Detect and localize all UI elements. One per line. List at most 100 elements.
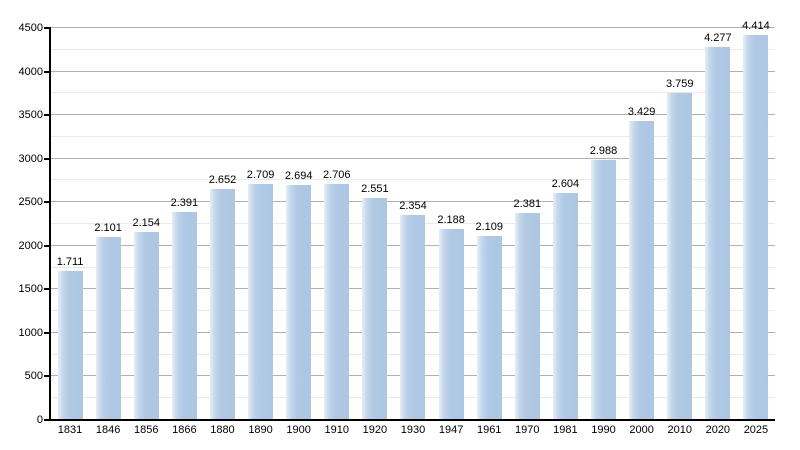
- y-axis-tick: [44, 27, 50, 29]
- bar-value-label: 2.354: [399, 200, 427, 212]
- bar-value-label: 2.652: [208, 174, 237, 186]
- x-axis-tick-label: 1947: [438, 424, 464, 436]
- bar-slot: 2.551: [356, 28, 394, 420]
- bar-slot: 1.711: [51, 28, 89, 420]
- x-axis-tick-label: 1890: [248, 424, 273, 436]
- bar: [438, 229, 464, 420]
- y-axis-tick-label: 4000: [18, 65, 43, 78]
- bar-slot: 3.429: [623, 28, 661, 420]
- y-axis-tick-label: 500: [24, 370, 43, 383]
- major-gridline: [51, 70, 775, 72]
- y-axis-tick-label: 1500: [18, 283, 43, 296]
- y-axis-tick-label: 0: [36, 414, 43, 426]
- y-axis-tick: [44, 375, 50, 378]
- bar: [362, 198, 388, 420]
- bar: [324, 184, 350, 420]
- x-axis-tick-label: 1970: [515, 424, 540, 436]
- y-axis-tick-label: 3500: [18, 109, 43, 122]
- x-axis-tick-label: 2025: [743, 424, 769, 436]
- bar-slot: 2.109: [470, 28, 508, 420]
- bar-value-label: 2.381: [513, 198, 542, 210]
- bar-value-label: 1.711: [56, 256, 84, 268]
- x-axis-tick-label: 1846: [95, 424, 121, 436]
- bar-slot: 2.354: [394, 28, 432, 420]
- y-axis-line: [49, 27, 51, 420]
- bar: [95, 237, 121, 420]
- x-axis-tick-label: 1910: [324, 424, 350, 436]
- bar-slot: 3.759: [661, 28, 699, 420]
- bar: [57, 271, 83, 420]
- bar-slot: 2.381: [508, 28, 546, 420]
- bar-value-label: 4.277: [704, 32, 732, 44]
- bar-slot: 2.652: [203, 28, 241, 420]
- y-axis-tick-label: 4500: [18, 22, 43, 34]
- bar-slot: 2.706: [318, 28, 356, 420]
- bar: [667, 93, 693, 420]
- major-gridline: [51, 114, 775, 116]
- y-axis-tick-label: 3000: [18, 152, 43, 165]
- x-axis-tick-label: 1866: [172, 424, 197, 436]
- bars-layer: 1.711 2.101 2.154 2.391 2.652 2.709 2.694 2.706…: [51, 20, 775, 420]
- bar-value-label: 3.759: [665, 78, 694, 90]
- bar-value-label: 2.551: [361, 183, 389, 195]
- bar-slot: 2.694: [280, 28, 318, 420]
- x-axis-tick-label: 1990: [591, 424, 616, 436]
- y-axis-tick: [44, 244, 50, 247]
- minor-gridline: [51, 179, 775, 181]
- bar-slot: 2.988: [584, 28, 622, 420]
- y-axis-tick: [44, 288, 50, 291]
- x-axis-tick-label: 2000: [629, 424, 654, 436]
- bar-value-label: 2.709: [246, 169, 275, 181]
- bar: [171, 212, 197, 420]
- bar-value-label: 2.694: [284, 170, 313, 182]
- bar-slot: 4.414: [737, 20, 775, 420]
- y-axis-tick: [44, 331, 50, 334]
- bar: [286, 185, 312, 420]
- y-axis-tick: [44, 114, 50, 117]
- plot-area: 1.711 2.101 2.154 2.391 2.652 2.709 2.694 2.706…: [47, 20, 775, 421]
- bar: [552, 193, 578, 420]
- x-axis-tick-label: 1920: [362, 424, 388, 436]
- x-axis-tick-label: 2020: [705, 424, 731, 436]
- bar-value-label: 2.188: [437, 214, 465, 226]
- bar-value-label: 4.414: [742, 20, 770, 32]
- minor-gridline: [51, 135, 775, 137]
- bar-slot: 2.709: [242, 28, 280, 420]
- major-gridline: [51, 201, 775, 203]
- y-axis-tick: [44, 201, 50, 204]
- bar: [629, 121, 655, 420]
- bar-value-label: 2.604: [551, 178, 580, 190]
- bar: [514, 213, 540, 420]
- bar: [705, 47, 731, 420]
- x-axis-tick-label: 1856: [134, 424, 159, 436]
- x-axis-line: [47, 419, 775, 421]
- y-axis-tick-label: 1000: [18, 326, 43, 339]
- y-axis-tick-label: 2000: [18, 239, 43, 252]
- bar-value-label: 2.101: [94, 222, 122, 234]
- bar-slot: 2.154: [127, 28, 165, 420]
- x-axis-tick-label: 1900: [286, 424, 311, 436]
- x-axis-tick-label: 1831: [57, 424, 83, 436]
- bar-slot: 2.188: [432, 28, 470, 420]
- bar-value-label: 2.706: [323, 169, 351, 181]
- bar: [209, 189, 235, 420]
- bar-slot: 2.604: [546, 28, 584, 420]
- x-axis-tick-label: 1961: [476, 424, 502, 436]
- bar-slot: 2.391: [165, 28, 203, 420]
- minor-gridline: [51, 48, 775, 50]
- bar: [743, 35, 769, 420]
- y-axis-tick: [44, 157, 50, 160]
- y-axis-tick-label: 2500: [18, 196, 43, 209]
- bar: [248, 184, 274, 420]
- bar-value-label: 2.154: [132, 217, 161, 229]
- bar-value-label: 3.429: [627, 106, 656, 118]
- bar: [476, 236, 502, 420]
- x-axis-tick-label: 1930: [400, 424, 426, 436]
- x-axis-tick-label: 1880: [210, 424, 235, 436]
- bar: [133, 232, 159, 420]
- bar-value-label: 2.391: [170, 197, 199, 209]
- x-axis-tick-label: 2010: [667, 424, 692, 436]
- bar-slot: 2.101: [89, 28, 127, 420]
- bar-value-label: 2.109: [475, 221, 503, 233]
